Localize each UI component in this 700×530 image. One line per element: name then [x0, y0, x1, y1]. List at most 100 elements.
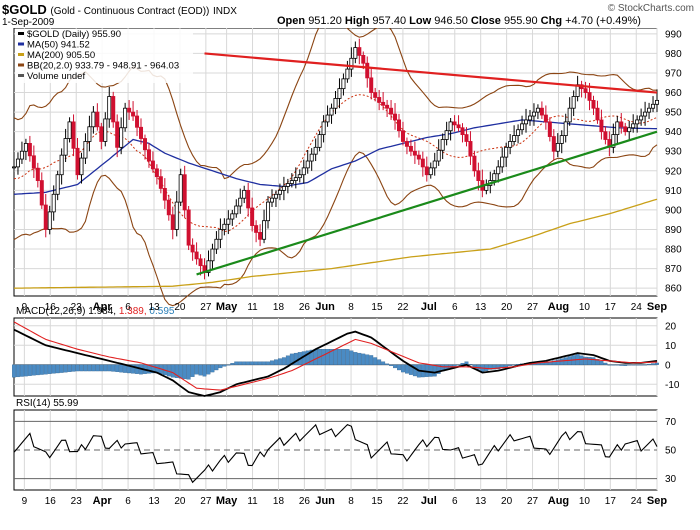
- candle-body: [504, 146, 509, 158]
- candle-body: [500, 156, 505, 168]
- x-tick-label: 26: [299, 302, 311, 313]
- candle-body: [51, 193, 56, 213]
- candle-body: [385, 104, 390, 109]
- candle-body: [412, 150, 417, 156]
- macd-histogram-bar: [365, 354, 370, 365]
- y-tick-label: 920: [665, 166, 682, 177]
- macd-histogram-bar: [456, 364, 461, 366]
- macd-histogram-bar: [337, 349, 342, 365]
- macd-histogram-bar: [428, 364, 433, 377]
- macd-histogram-bar: [313, 349, 318, 365]
- macd-histogram-bar: [539, 362, 544, 365]
- candle-body: [416, 154, 421, 160]
- macd-histogram-bar: [611, 364, 616, 366]
- x-tick-label: 24: [631, 496, 643, 507]
- candle-body: [527, 115, 532, 121]
- macd-histogram-bar: [230, 363, 235, 365]
- macd-histogram-bar: [623, 364, 628, 366]
- candle-body: [273, 193, 278, 199]
- candle-body: [266, 201, 271, 222]
- macd-histogram-bar: [115, 364, 120, 372]
- exchange: INDX: [213, 6, 237, 17]
- candle-body: [139, 126, 144, 139]
- candle-body: [317, 134, 322, 148]
- candle-body: [285, 183, 290, 187]
- candle-body: [428, 167, 433, 176]
- x-tick-label: 8: [348, 302, 354, 313]
- candle-body: [67, 121, 72, 139]
- macd-histogram-bar: [285, 355, 290, 365]
- macd-histogram-bar: [238, 361, 243, 365]
- candle-body: [651, 103, 656, 109]
- x-tick-label: 26: [299, 496, 311, 507]
- candle-body: [131, 111, 136, 117]
- legend-swatch: [18, 32, 24, 35]
- candle-body: [15, 158, 20, 168]
- rsi-label: RSI(14) 55.99: [16, 398, 79, 409]
- candle-body: [238, 197, 243, 207]
- macd-histogram-bar: [131, 364, 136, 374]
- macd-histogram-bar: [12, 364, 16, 378]
- chart-date: 1-Sep-2009: [2, 17, 55, 28]
- macd-histogram-bar: [254, 361, 259, 365]
- candle-body: [91, 111, 96, 128]
- candle-body: [186, 209, 191, 246]
- macd-histogram-bar: [631, 364, 636, 366]
- macd-histogram-bar: [595, 359, 600, 365]
- candle-body: [190, 244, 195, 253]
- macd-histogram-bar: [281, 357, 286, 365]
- candle-body: [452, 121, 457, 126]
- macd-histogram-bar: [385, 363, 390, 365]
- macd-histogram-bar: [341, 349, 346, 365]
- low-value: 946.50: [434, 15, 468, 27]
- candle-body: [222, 223, 227, 230]
- candle-body: [115, 121, 120, 148]
- macd-histogram-bar: [234, 361, 239, 365]
- candle-body: [512, 135, 517, 142]
- candle-body: [643, 111, 648, 117]
- macd-histogram-bar: [226, 364, 231, 366]
- macd-histogram-bar: [551, 360, 556, 365]
- x-tick-label: 9: [22, 302, 28, 313]
- macd-histogram-bar: [23, 364, 28, 377]
- candle-body: [353, 47, 358, 59]
- macd-histogram-bar: [218, 364, 223, 369]
- chart-header: $GOLD (Gold - Continuous Contract (EOD))…: [0, 0, 700, 28]
- candle-body: [635, 119, 640, 125]
- macd-histogram-bar: [91, 364, 96, 372]
- legend-background: [15, 29, 193, 83]
- candle-body: [563, 121, 568, 136]
- macd-histogram-bar: [353, 352, 358, 365]
- candle-body: [39, 180, 44, 206]
- candle-body: [325, 114, 330, 123]
- x-tick-label: 16: [45, 302, 57, 313]
- macd-histogram-bar: [67, 364, 72, 372]
- macd-histogram-bar: [345, 349, 350, 365]
- macd-histogram-bar: [206, 364, 211, 375]
- macd-histogram-bar: [119, 364, 124, 373]
- y-tick-label: 50: [665, 446, 677, 457]
- macd-histogram-bar: [87, 364, 92, 372]
- candle-body: [214, 238, 219, 250]
- y-tick-label: 980: [665, 49, 682, 60]
- x-tick-label: Jul: [421, 301, 437, 313]
- macd-histogram-bar: [603, 362, 608, 365]
- macd-histogram-bar: [543, 362, 548, 365]
- y-tick-label: 930: [665, 147, 682, 158]
- candle-body: [154, 168, 159, 178]
- candle-body: [587, 92, 592, 101]
- macd-histogram-bar: [393, 364, 397, 369]
- symbol-name: (Gold - Continuous Contract (EOD)): [50, 6, 210, 17]
- candle-body: [627, 127, 632, 133]
- candle-body: [619, 121, 624, 128]
- macd-histogram-bar: [182, 364, 187, 379]
- macd-histogram-bar: [59, 364, 64, 373]
- candle-body: [404, 141, 409, 147]
- x-tick-label: 6: [125, 302, 131, 313]
- macd-signal-line: [13, 321, 658, 391]
- macd-histogram-bar: [242, 361, 247, 365]
- macd-histogram-bar: [293, 352, 298, 365]
- y-tick-label: 30: [665, 474, 677, 485]
- candle-body: [460, 127, 465, 136]
- x-tick-label: 15: [371, 496, 383, 507]
